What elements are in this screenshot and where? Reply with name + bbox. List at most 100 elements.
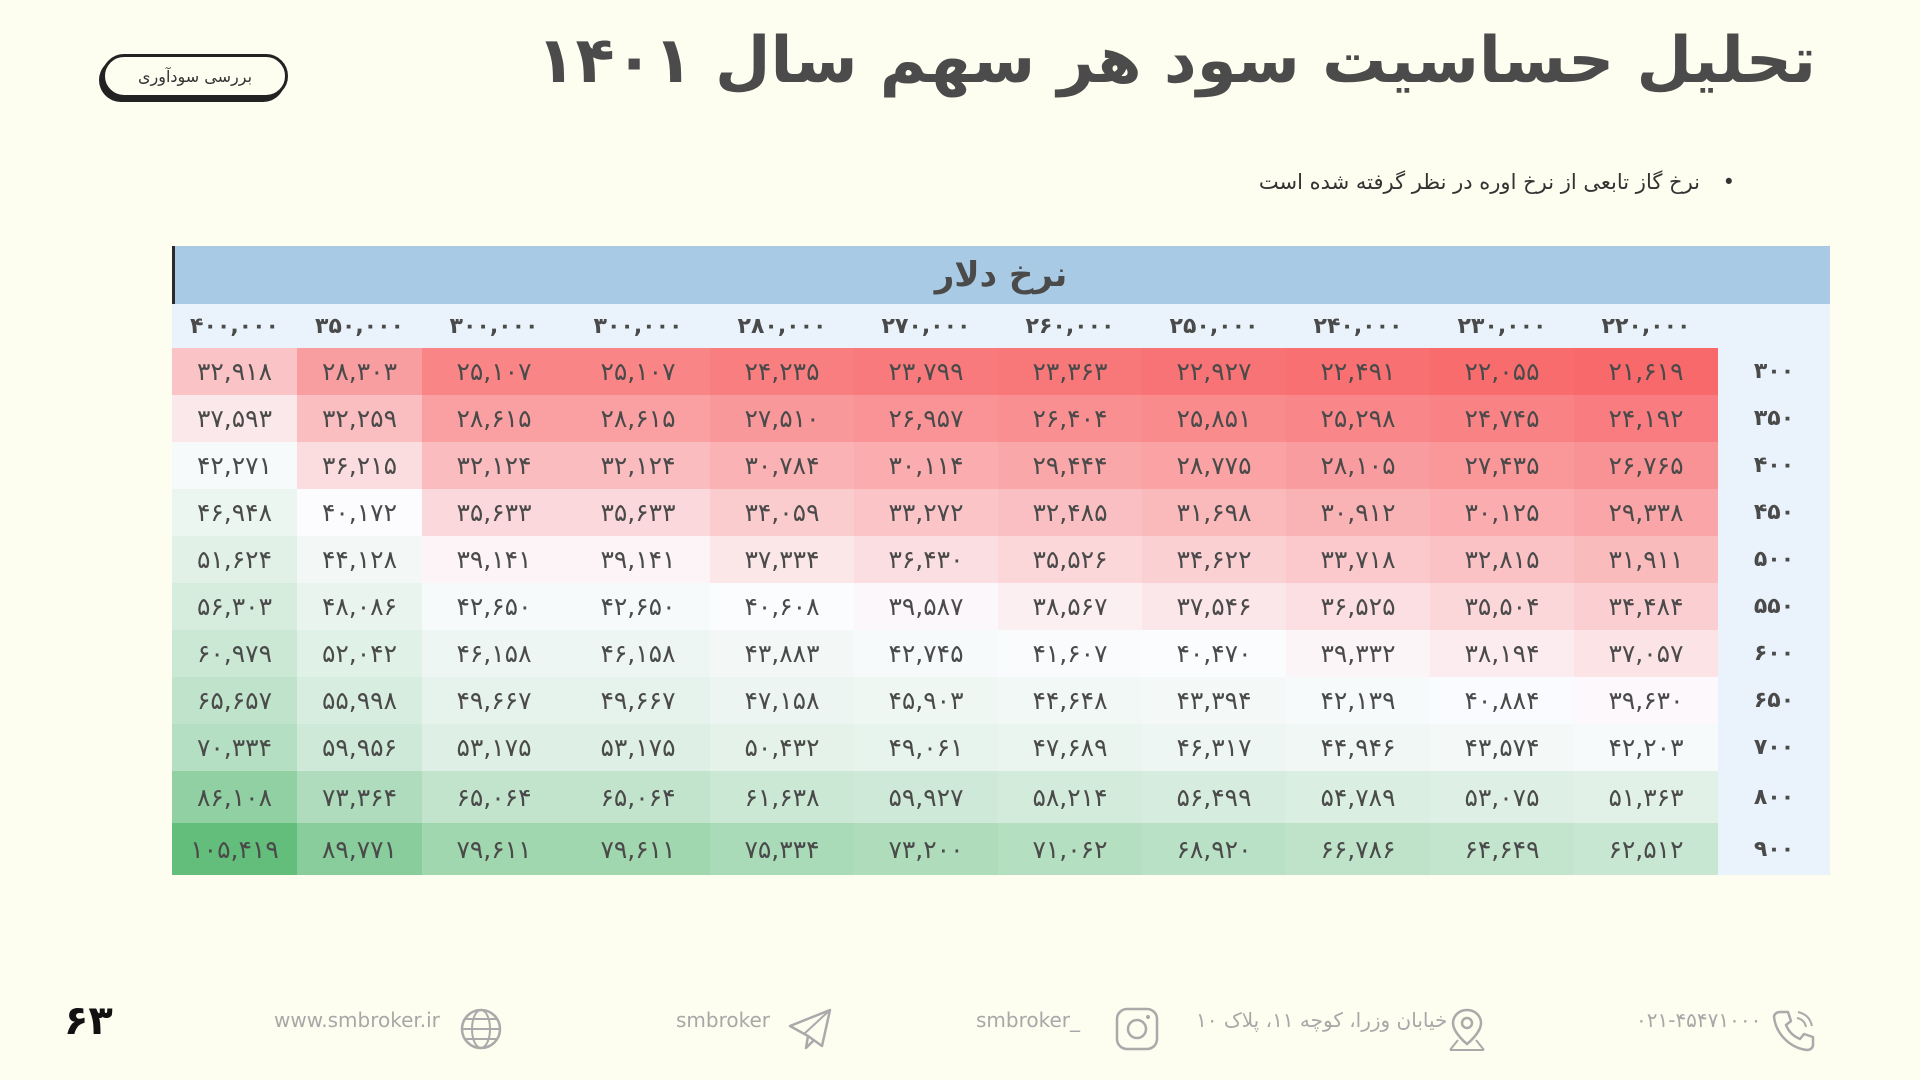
row-header: ۸۰۰: [1718, 771, 1831, 823]
column-header: ۳۵۰,۰۰۰: [297, 304, 422, 348]
table-cell: ۴۳,۳۹۴: [1142, 677, 1286, 724]
table-cell: ۵۴,۷۸۹: [1286, 771, 1430, 823]
table-cell: ۲۹,۴۴۴: [998, 442, 1142, 489]
column-header: ۲۵۰,۰۰۰: [1142, 304, 1286, 348]
table-cell: ۵۳,۰۷۵: [1430, 771, 1574, 823]
table-cell: ۳۶,۴۳۰: [854, 536, 998, 583]
table-cell: ۷۵,۳۳۴: [710, 823, 854, 875]
footer-address: خیابان وزرا، کوچه ۱۱، پلاک ۱۰: [1196, 1008, 1448, 1032]
table-cell: ۵۱,۶۲۴: [172, 536, 297, 583]
table-cell: ۷۱,۰۶۲: [998, 823, 1142, 875]
table-cell: ۳۵,۵۲۶: [998, 536, 1142, 583]
table-cell: ۴۴,۱۲۸: [297, 536, 422, 583]
table-cell: ۲۲,۰۵۵: [1430, 348, 1574, 395]
table-cell: ۵۲,۰۴۲: [297, 630, 422, 677]
table-cell: ۷۳,۳۶۴: [297, 771, 422, 823]
table-cell: ۳۹,۵۸۷: [854, 583, 998, 630]
table-cell: ۶۶,۷۸۶: [1286, 823, 1430, 875]
note-text: نرخ گاز تابعی از نرخ اوره در نظر گرفته ش…: [1258, 170, 1700, 194]
column-header: ۲۸۰,۰۰۰: [710, 304, 854, 348]
table-cell: ۳۲,۱۲۴: [422, 442, 566, 489]
table-cell: ۴۰,۱۷۲: [297, 489, 422, 536]
table-cell: ۲۸,۶۱۵: [566, 395, 710, 442]
table-cell: ۴۲,۲۷۱: [172, 442, 297, 489]
table-cell: ۳۶,۲۱۵: [297, 442, 422, 489]
table-cell: ۳۲,۴۸۵: [998, 489, 1142, 536]
table-cell: ۳۹,۳۳۲: [1286, 630, 1430, 677]
table-cell: ۳۹,۶۳۰: [1574, 677, 1718, 724]
table-cell: ۳۹,۱۴۱: [422, 536, 566, 583]
table-cell: ۴۲,۲۰۳: [1574, 724, 1718, 771]
table-cell: ۳۲,۱۲۴: [566, 442, 710, 489]
table-cell: ۲۸,۷۷۵: [1142, 442, 1286, 489]
table-cell: ۳۷,۰۵۷: [1574, 630, 1718, 677]
table-cell: ۳۴,۶۲۲: [1142, 536, 1286, 583]
table-cell: ۲۳,۷۹۹: [854, 348, 998, 395]
table-cell: ۲۸,۶۱۵: [422, 395, 566, 442]
sensitivity-table: نرخ دلار ۴۰۰,۰۰۰ ۳۵۰,۰۰۰ ۳۰۰,۰۰۰ ۳۰۰,۰۰۰ ۲۸۰…: [172, 246, 1831, 875]
table-cell: ۳۴,۴۸۴: [1574, 583, 1718, 630]
table-row: ۵۶,۳۰۳ ۴۸,۰۸۶ ۴۲,۶۵۰ ۴۲,۶۵۰ ۴۰,۶۰۸ ۳۹,۵۸۷ ۳۸,۵…: [172, 583, 1831, 630]
table-cell: ۱۰۵,۴۱۹: [172, 823, 297, 875]
table-cell: ۴۹,۶۶۷: [422, 677, 566, 724]
table-row: ۸۶,۱۰۸ ۷۳,۳۶۴ ۶۵,۰۶۴ ۶۵,۰۶۴ ۶۱,۶۳۸ ۵۹,۹۲۷ ۵۸,۲…: [172, 771, 1831, 823]
footer-telegram[interactable]: smbroker: [676, 1008, 771, 1032]
table-cell: ۷۰,۳۳۴: [172, 724, 297, 771]
table-cell: ۳۲,۹۱۸: [172, 348, 297, 395]
table-cell: ۲۲,۹۲۷: [1142, 348, 1286, 395]
instagram-icon: [1115, 1007, 1159, 1051]
table-cell: ۳۱,۶۹۸: [1142, 489, 1286, 536]
table-cell: ۲۲,۴۹۱: [1286, 348, 1430, 395]
table-cell: ۲۵,۸۵۱: [1142, 395, 1286, 442]
table-cell: ۲۴,۲۳۵: [710, 348, 854, 395]
table-cell: ۴۷,۶۸۹: [998, 724, 1142, 771]
table-cell: ۳۵,۵۰۴: [1430, 583, 1574, 630]
row-header: ۳۰۰: [1718, 348, 1831, 395]
column-header: ۲۲۰,۰۰۰: [1574, 304, 1718, 348]
table-cell: ۶۴,۶۴۹: [1430, 823, 1574, 875]
page-title: تحلیل حساسیت سود هر سهم سال ۱۴۰۱: [536, 24, 1817, 98]
table-cell: ۲۶,۷۶۵: [1574, 442, 1718, 489]
corner-header: [1718, 304, 1831, 348]
table-header-title: نرخ دلار: [172, 246, 1831, 304]
row-header: ۴۵۰: [1718, 489, 1831, 536]
footer-instagram[interactable]: smbroker_: [976, 1008, 1081, 1032]
table-cell: ۲۵,۱۰۷: [566, 348, 710, 395]
table-cell: ۲۹,۳۳۸: [1574, 489, 1718, 536]
row-header: ۴۰۰: [1718, 442, 1831, 489]
table-cell: ۳۹,۱۴۱: [566, 536, 710, 583]
table-row: ۶۵,۶۵۷ ۵۵,۹۹۸ ۴۹,۶۶۷ ۴۹,۶۶۷ ۴۷,۱۵۸ ۴۵,۹۰۳ ۴۴,۶…: [172, 677, 1831, 724]
table-cell: ۵۸,۲۱۴: [998, 771, 1142, 823]
table-row: ۳۲,۹۱۸ ۲۸,۳۰۳ ۲۵,۱۰۷ ۲۵,۱۰۷ ۲۴,۲۳۵ ۲۳,۷۹۹ ۲۳,۳…: [172, 348, 1831, 395]
table-row: ۴۶,۹۴۸ ۴۰,۱۷۲ ۳۵,۶۳۳ ۳۵,۶۳۳ ۳۴,۰۵۹ ۳۳,۲۷۲ ۳۲,۴…: [172, 489, 1831, 536]
table-cell: ۶۱,۶۳۸: [710, 771, 854, 823]
sensitivity-table-wrapper: نرخ دلار ۴۰۰,۰۰۰ ۳۵۰,۰۰۰ ۳۰۰,۰۰۰ ۳۰۰,۰۰۰ ۲۸۰…: [172, 246, 1831, 875]
table-cell: ۸۹,۷۷۱: [297, 823, 422, 875]
table-cell: ۳۷,۳۳۴: [710, 536, 854, 583]
table-cell: ۴۶,۹۴۸: [172, 489, 297, 536]
table-cell: ۴۳,۸۸۳: [710, 630, 854, 677]
column-header: ۴۰۰,۰۰۰: [172, 304, 297, 348]
table-cell: ۳۸,۵۶۷: [998, 583, 1142, 630]
table-cell: ۴۱,۶۰۷: [998, 630, 1142, 677]
table-cell: ۳۰,۱۱۴: [854, 442, 998, 489]
table-cell: ۴۰,۶۰۸: [710, 583, 854, 630]
table-cell: ۴۶,۱۵۸: [422, 630, 566, 677]
column-header: ۲۶۰,۰۰۰: [998, 304, 1142, 348]
table-cell: ۳۲,۲۵۹: [297, 395, 422, 442]
table-cell: ۲۴,۷۴۵: [1430, 395, 1574, 442]
footer-website[interactable]: www.smbroker.ir: [274, 1008, 440, 1032]
table-cell: ۲۶,۹۵۷: [854, 395, 998, 442]
table-cell: ۲۷,۵۱۰: [710, 395, 854, 442]
row-header: ۵۰۰: [1718, 536, 1831, 583]
table-cell: ۴۵,۹۰۳: [854, 677, 998, 724]
table-cell: ۷۹,۶۱۱: [422, 823, 566, 875]
table-cell: ۲۳,۳۶۳: [998, 348, 1142, 395]
table-cell: ۲۶,۴۰۴: [998, 395, 1142, 442]
table-cell: ۳۱,۹۱۱: [1574, 536, 1718, 583]
table-cell: ۴۴,۹۴۶: [1286, 724, 1430, 771]
column-header: ۲۳۰,۰۰۰: [1430, 304, 1574, 348]
table-row: ۱۰۵,۴۱۹ ۸۹,۷۷۱ ۷۹,۶۱۱ ۷۹,۶۱۱ ۷۵,۳۳۴ ۷۳,۲۰۰ ۷۱,…: [172, 823, 1831, 875]
table-cell: ۳۷,۵۹۳: [172, 395, 297, 442]
row-header: ۳۵۰: [1718, 395, 1831, 442]
